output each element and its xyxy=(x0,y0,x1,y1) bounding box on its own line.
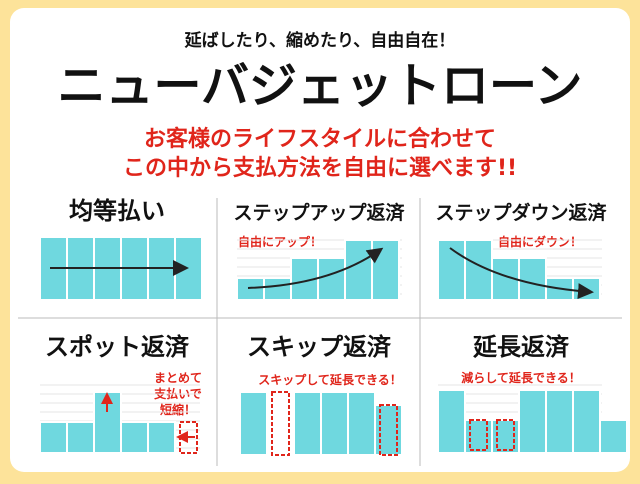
arrow xyxy=(449,247,594,300)
panel-note: 自由にダウン！ xyxy=(498,234,582,249)
panel-note: 自由にアップ！ xyxy=(238,234,322,249)
tagline: この中から支払方法を自由に選べます!! xyxy=(123,155,517,181)
bar xyxy=(239,391,268,456)
bar xyxy=(572,277,601,301)
panel-note: まとめて xyxy=(154,371,202,385)
bar xyxy=(236,277,265,301)
bar xyxy=(66,421,95,454)
title: ニューバジェットローン xyxy=(57,58,582,114)
panel-note: 減らして延長できる！ xyxy=(461,370,580,385)
bar xyxy=(347,391,376,456)
tagline: お客様のライフスタイルに合わせて xyxy=(144,126,496,152)
dashed-box xyxy=(469,419,488,451)
bar xyxy=(344,239,373,301)
bar xyxy=(147,421,176,454)
panel-title: ステップアップ返済 xyxy=(233,201,405,224)
bar xyxy=(437,389,466,454)
panel-title: ステップダウン返済 xyxy=(435,201,607,224)
bar xyxy=(317,257,346,301)
bar xyxy=(518,389,547,454)
dashed-box xyxy=(379,404,398,456)
bar xyxy=(293,391,322,456)
bar xyxy=(39,421,68,454)
bar xyxy=(263,277,292,301)
bar xyxy=(371,239,400,301)
bar xyxy=(545,389,574,454)
panel-title: 均等払い xyxy=(69,197,165,225)
panel-note: 短縮！ xyxy=(160,402,196,417)
bar xyxy=(120,421,149,454)
panel-title: 延長返済 xyxy=(472,333,570,361)
panel-title: スキップ返済 xyxy=(247,333,392,361)
bar xyxy=(320,391,349,456)
dashed-box xyxy=(271,391,290,456)
panel-note: スキップして延長できる！ xyxy=(258,372,401,387)
subtitle: 延ばしたり、縮めたり、自由自在！ xyxy=(184,30,456,51)
dashed-box xyxy=(496,419,515,451)
arrow xyxy=(247,247,384,289)
bar xyxy=(572,389,601,454)
panel-title: スポット返済 xyxy=(45,333,190,361)
bar xyxy=(599,419,628,454)
bar xyxy=(518,257,547,301)
